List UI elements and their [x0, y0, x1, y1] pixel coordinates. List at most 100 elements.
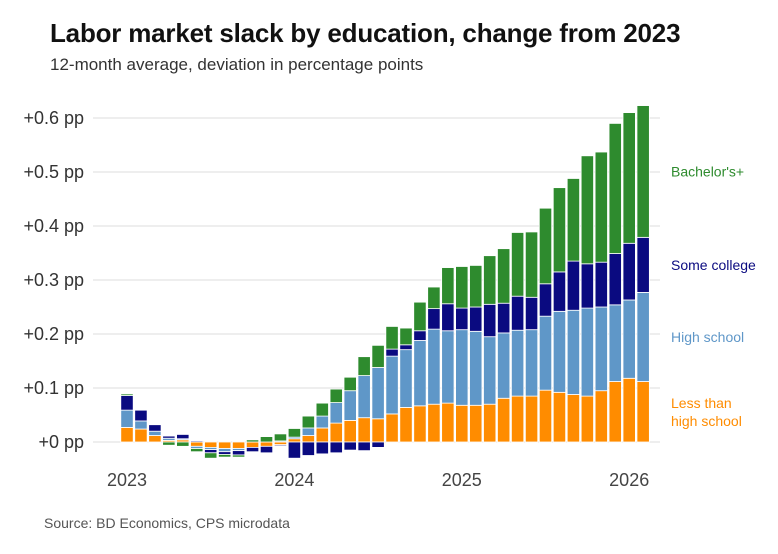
bar-some_college	[399, 344, 413, 351]
y-tick-label: +0.6 pp	[23, 108, 84, 128]
bar-some_college	[148, 424, 162, 432]
bar-less_than_hs	[608, 381, 622, 443]
bar-bachelors	[190, 448, 204, 453]
bar-bachelors	[315, 402, 329, 417]
bar-bachelors	[301, 415, 315, 429]
bar-high_school	[580, 307, 594, 397]
bar-less_than_hs	[218, 441, 232, 449]
bar-bachelors	[357, 356, 371, 376]
bar-less_than_hs	[580, 395, 594, 443]
bar-high_school	[483, 336, 497, 405]
bar-some_college	[176, 434, 190, 440]
bar-bachelors	[399, 327, 413, 346]
bar-high_school	[538, 315, 553, 391]
bar-less_than_hs	[204, 441, 218, 448]
bar-some_college	[608, 253, 622, 306]
bar-bachelors	[371, 344, 385, 368]
y-tick-label: +0.4 pp	[23, 216, 84, 236]
bar-bachelors	[441, 267, 455, 305]
bar-less_than_hs	[441, 402, 455, 443]
bar-some_college	[413, 330, 427, 341]
bar-high_school	[120, 409, 134, 428]
bar-some_college	[497, 302, 511, 334]
bar-some_college	[566, 260, 581, 311]
bar-high_school	[622, 299, 636, 379]
bar-high_school	[552, 310, 567, 393]
bar-high_school	[357, 375, 371, 419]
bar-bachelors	[594, 151, 608, 263]
bar-high_school	[371, 367, 385, 420]
y-tick-label: +0.5 pp	[23, 162, 84, 182]
bar-some_college	[315, 441, 329, 455]
bar-less_than_hs	[231, 441, 246, 449]
bar-less_than_hs	[636, 381, 650, 443]
y-tick-label: +0.1 pp	[23, 378, 84, 398]
bar-less_than_hs	[343, 419, 357, 443]
bar-less_than_hs	[622, 377, 636, 443]
bar-less_than_hs	[566, 394, 581, 443]
bar-bachelors	[469, 265, 483, 308]
legend-label-some_college: Some college	[671, 257, 756, 273]
chart-title: Labor market slack by education, change …	[50, 18, 681, 48]
x-tick-label: 2023	[107, 470, 147, 490]
bar-some_college	[301, 441, 315, 456]
bar-bachelors	[120, 393, 134, 396]
bar-bachelors	[413, 301, 427, 332]
bar-less_than_hs	[273, 441, 288, 446]
bar-some_college	[343, 441, 357, 451]
bar-less_than_hs	[483, 403, 497, 443]
bar-some_college	[357, 441, 371, 452]
bar-some_college	[371, 441, 385, 448]
bar-bachelors	[343, 376, 357, 392]
bar-high_school	[455, 329, 469, 406]
bar-some_college	[636, 236, 650, 293]
bar-some_college	[329, 441, 343, 454]
bar-some_college	[552, 271, 567, 312]
bar-bachelors	[245, 439, 260, 443]
bar-some_college	[441, 303, 455, 332]
bar-high_school	[218, 448, 232, 453]
bar-bachelors	[162, 441, 176, 446]
bar-bachelors	[580, 155, 594, 265]
bar-less_than_hs	[510, 395, 525, 443]
bar-bachelors	[608, 123, 622, 254]
bar-less_than_hs	[524, 395, 539, 443]
bar-some_college	[538, 283, 553, 317]
bar-less_than_hs	[315, 427, 329, 443]
source-note: Source: BD Economics, CPS microdata	[44, 515, 290, 531]
bar-less_than_hs	[148, 435, 162, 443]
bar-less_than_hs	[455, 404, 469, 443]
bar-less_than_hs	[134, 428, 148, 443]
bar-bachelors	[218, 454, 232, 458]
bar-high_school	[469, 330, 483, 406]
bar-less_than_hs	[357, 417, 371, 443]
bar-bachelors	[566, 178, 581, 262]
bar-less_than_hs	[594, 390, 608, 443]
bar-less_than_hs	[413, 405, 427, 443]
bar-less_than_hs	[469, 404, 483, 443]
bar-some_college	[427, 308, 441, 330]
bar-bachelors	[329, 388, 343, 403]
bar-bachelors	[524, 231, 539, 298]
bar-some_college	[204, 449, 218, 454]
bar-less_than_hs	[427, 403, 441, 443]
bar-less_than_hs	[329, 422, 343, 443]
bar-high_school	[441, 330, 455, 404]
bar-less_than_hs	[399, 407, 413, 443]
y-tick-label: +0 pp	[38, 432, 84, 452]
bar-bachelors	[483, 255, 497, 305]
x-tick-label: 2024	[274, 470, 314, 490]
bar-high_school	[148, 430, 162, 436]
bar-bachelors	[510, 232, 525, 297]
bar-some_college	[483, 303, 497, 338]
bar-some_college	[218, 451, 232, 455]
bar-bachelors	[497, 248, 511, 304]
bar-some_college	[510, 295, 525, 331]
bar-some_college	[273, 444, 288, 447]
bar-less_than_hs	[120, 427, 134, 443]
bar-high_school	[399, 349, 413, 408]
bar-high_school	[315, 415, 329, 429]
bar-bachelors	[204, 452, 218, 459]
bar-some_college	[245, 446, 260, 453]
chart-subtitle: 12-month average, deviation in percentag…	[50, 55, 424, 74]
